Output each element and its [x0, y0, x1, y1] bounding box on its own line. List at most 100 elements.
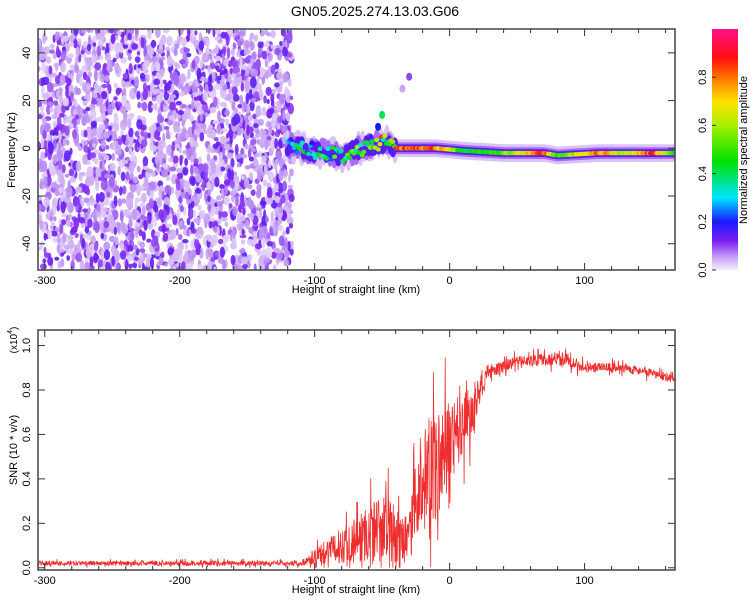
spectrogram-cell — [157, 113, 163, 124]
spectrogram-cell — [169, 101, 176, 111]
spectrogram-cell — [115, 52, 120, 60]
spectrogram-cell — [255, 105, 262, 118]
spectrogram-cell — [243, 101, 248, 110]
spectrogram-cell — [117, 166, 121, 176]
spectrogram-cell — [61, 213, 68, 218]
spectrogram-cell — [233, 113, 241, 125]
colorbar-tick-label: 0.8 — [697, 70, 709, 85]
spectrogram-cell — [142, 88, 149, 101]
spectrogram-cell — [247, 148, 252, 159]
spectrogram-cell — [264, 29, 268, 36]
spectrogram-cell — [163, 196, 170, 206]
spectrogram-cell — [244, 219, 250, 230]
spectrogram-cell — [97, 176, 105, 181]
spectrogram-cell — [60, 258, 65, 268]
spectrogram-cell — [68, 41, 75, 47]
spectrogram-cell — [84, 226, 90, 234]
spectrogram-cell — [169, 166, 177, 172]
spectrogram-cell — [217, 123, 221, 134]
spectrogram-cell — [106, 83, 111, 90]
spectrogram-cell — [255, 206, 263, 212]
spectrogram-cell — [47, 208, 54, 219]
spectrogram-cell — [206, 180, 211, 190]
spectrogram-cell — [248, 254, 253, 261]
spectrogram-cell — [63, 150, 71, 162]
spectrogram-cell — [150, 39, 157, 49]
spectrogram-cell — [230, 48, 236, 56]
spectrogram-cell — [52, 100, 59, 106]
spectrogram-cell — [159, 91, 164, 103]
spectrogram-cell — [110, 244, 117, 256]
spectrogram-cell — [119, 42, 123, 54]
spectrogram-cell — [158, 88, 165, 94]
spectrogram-cell — [369, 139, 375, 144]
spectrogram-cell — [60, 252, 64, 257]
spectrogram-cell — [49, 106, 54, 113]
spectrogram-cell — [69, 147, 73, 155]
spectrogram-cell — [248, 226, 254, 234]
spectrogram-cell — [266, 241, 273, 247]
spectrogram-cell — [52, 197, 58, 208]
spectrogram-cell — [221, 128, 228, 133]
spectrogram-cell — [242, 263, 248, 270]
spectrogram-cell — [107, 103, 113, 116]
spectrogram-cell — [281, 46, 288, 57]
spectrogram-cell — [74, 197, 80, 207]
spectrogram-cell — [52, 120, 57, 128]
spectrogram-cell — [42, 258, 47, 264]
spectrogram-cell — [247, 114, 254, 122]
spectrogram-cell — [92, 254, 100, 261]
spectrogram-cell — [53, 107, 58, 119]
spectrogram-cell — [41, 61, 47, 74]
spectrogram-cell — [180, 261, 186, 270]
spectrogram-cell — [60, 172, 64, 182]
spectrogram-cell — [261, 50, 268, 60]
spectrogram-cell — [197, 263, 204, 270]
spectrogram-cell — [196, 127, 201, 137]
spectrogram-cell — [52, 216, 57, 222]
spectrogram-cell — [285, 111, 291, 122]
spectrogram-cell — [68, 168, 75, 177]
spectrogram-cell — [104, 173, 111, 179]
spectrogram-cell — [241, 256, 248, 265]
spectrogram-cell — [124, 81, 131, 88]
spectrogram-cell — [79, 171, 86, 177]
spectrogram-cell — [131, 208, 138, 221]
spectrogram-cell — [101, 46, 106, 51]
spectrogram-cell — [62, 97, 70, 107]
spectrogram-cell — [361, 149, 367, 155]
spectrogram-cell — [221, 74, 225, 85]
spectrogram-cell — [38, 114, 43, 120]
spectrogram-cell — [216, 200, 223, 207]
spectrogram-cell — [148, 129, 156, 142]
snr-x-tick-label: -100 — [304, 575, 326, 587]
spectrogram-cell — [134, 226, 139, 239]
colorbar-tick-label: 0.2 — [697, 214, 709, 229]
spectrogram-cell — [114, 62, 120, 73]
spectrogram-cell — [90, 120, 98, 128]
spectrogram-cell — [115, 87, 123, 94]
spectrogram-cell — [100, 248, 106, 261]
spectrogram-cell — [271, 251, 278, 259]
spectrogram-cell — [64, 196, 72, 203]
spectrogram-cell — [277, 182, 284, 194]
snr-xlabel: Height of straight line (km) — [292, 584, 420, 596]
spectrogram-cell — [38, 161, 45, 173]
spectrogram-cell — [225, 33, 230, 46]
spectrogram-cell — [245, 80, 250, 91]
spectrogram-cell — [117, 138, 123, 146]
spectrogram-cell — [249, 139, 257, 146]
spectrogram-cell — [104, 75, 109, 83]
spectrogram-cell — [149, 139, 154, 151]
spectrogram-cell — [247, 213, 254, 218]
spectrogram-cell — [73, 29, 79, 36]
spectrogram-cell — [106, 59, 113, 70]
spectrogram-cell — [289, 95, 294, 100]
spectrogram-cell — [150, 254, 156, 259]
spectrogram-cell — [54, 31, 60, 41]
spectrogram-cell — [113, 96, 118, 101]
spectrogram-cell — [128, 263, 135, 268]
spectrogram-cell — [166, 128, 170, 139]
spectrogram-cell — [243, 57, 251, 64]
spectrogram-cell — [191, 253, 196, 259]
